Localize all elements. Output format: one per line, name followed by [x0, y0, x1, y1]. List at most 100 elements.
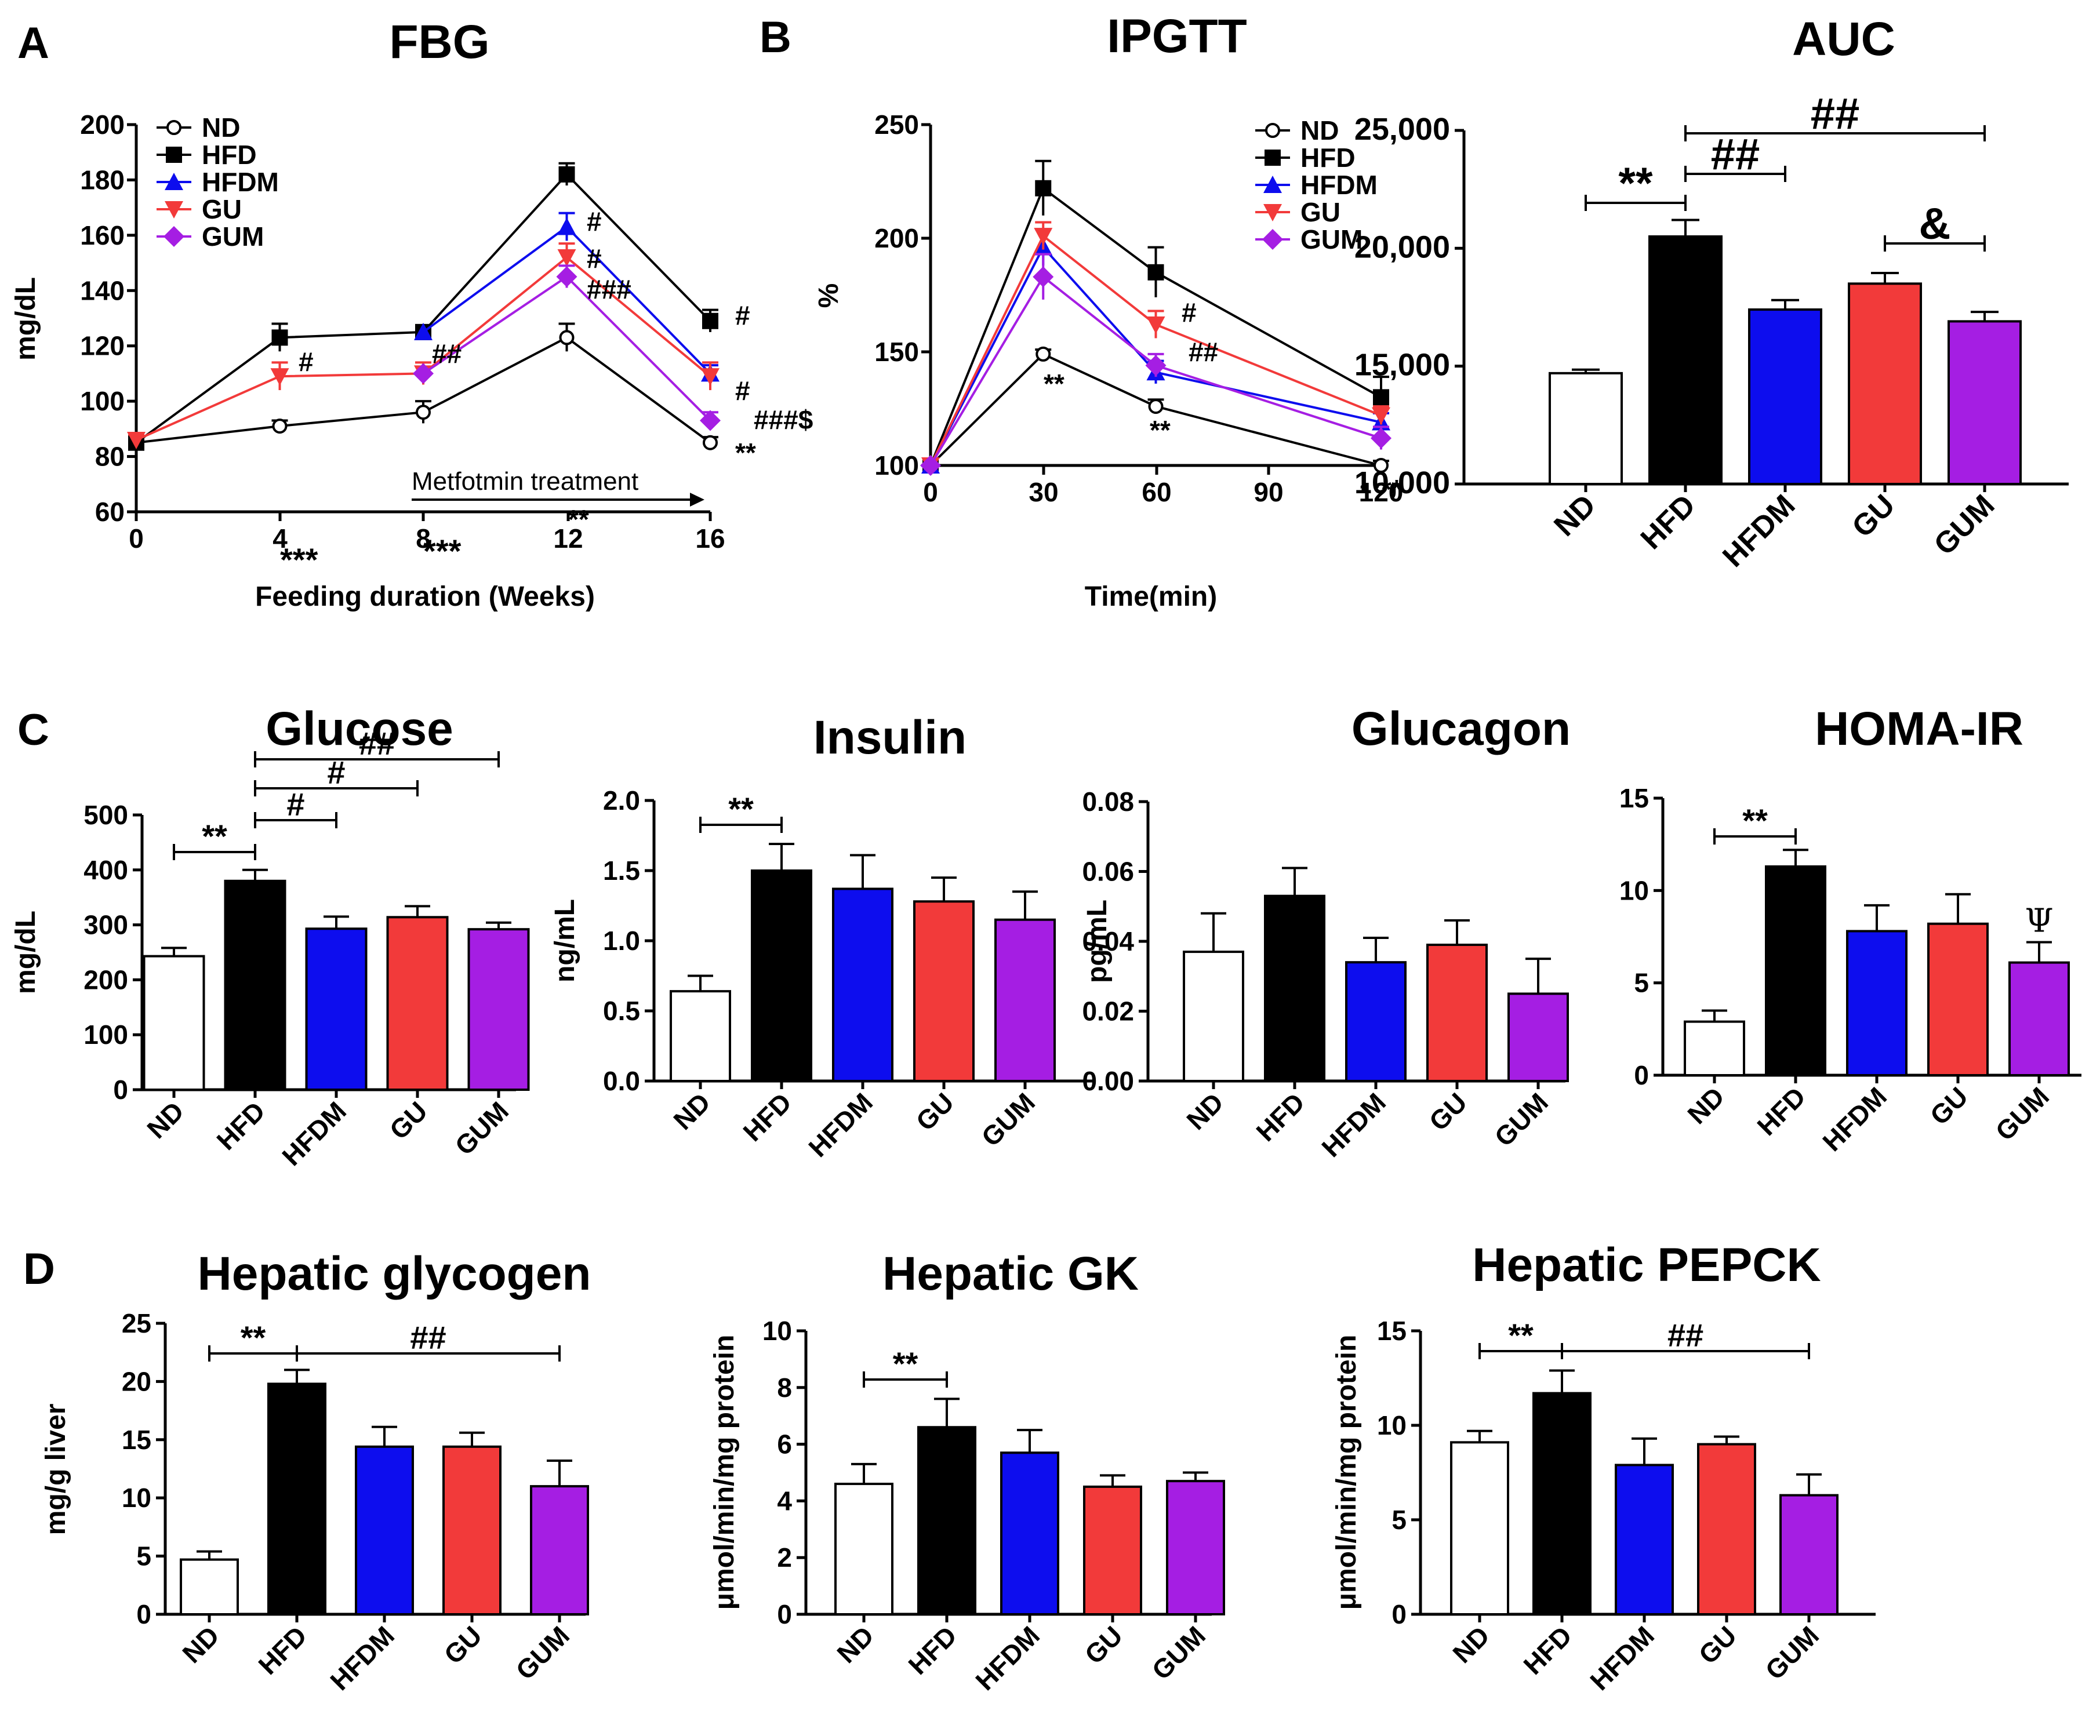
y-tick-label: 1.0: [603, 926, 640, 956]
legend-label: ND: [1300, 115, 1339, 145]
y-tick-label: 1.5: [603, 856, 640, 886]
significance-mark: ###: [587, 274, 631, 304]
marker-nd: [166, 120, 181, 135]
y-tick-label: 150: [874, 337, 919, 367]
bar-hfd: [267, 1382, 326, 1616]
significance-mark: ##: [1189, 337, 1218, 367]
chart-title: HOMA-IR: [1815, 703, 2023, 755]
marker-gum: [920, 455, 941, 476]
bar-nd: [143, 955, 205, 1091]
chart-auc: AUC 10,000 15,000 20,000 25,000 ND HFD HFDM GU GU…: [1354, 13, 2069, 574]
bar-hfdm: [1846, 930, 1908, 1076]
bar-nd: [834, 1483, 893, 1616]
significance-label: **: [202, 818, 227, 854]
chart-title: Glucose: [266, 703, 453, 755]
marker-nd: [1374, 458, 1389, 473]
y-tick-label: 160: [80, 220, 125, 250]
significance-label: ##: [1667, 1317, 1703, 1353]
x-tick-label: GU: [1423, 1087, 1473, 1137]
marker-gu: [1146, 316, 1165, 334]
y-tick-label: 15: [1619, 783, 1649, 813]
marker-nd: [272, 418, 288, 434]
bar-gu: [1083, 1485, 1142, 1615]
x-tick-label: 0: [923, 477, 938, 507]
bar-gum: [1166, 1480, 1225, 1615]
significance-label: &: [1919, 199, 1951, 249]
marker-nd: [1265, 123, 1280, 138]
bar-hfd: [224, 879, 286, 1091]
y-tick-label: 5: [1634, 968, 1649, 998]
x-tick-label: HFD: [737, 1087, 797, 1147]
bar-gum: [1948, 320, 2022, 486]
y-tick-label: 80: [95, 442, 125, 472]
chart-title: Hepatic PEPCK: [1472, 1239, 1821, 1291]
bar-hfd: [1532, 1392, 1592, 1616]
chart-insulin: Insulin ng/mL 0.0 0.5 1.0 1.5 2.0 ND HFD HFDM GU GU…: [550, 711, 1096, 1163]
y-tick-label: 15,000: [1354, 348, 1450, 383]
significance-label: ##: [410, 1319, 446, 1356]
marker-nd: [1148, 399, 1164, 414]
chart-title: IPGTT: [1107, 10, 1247, 63]
x-tick-label: HFDM: [1584, 1620, 1660, 1696]
x-tick-label: GU: [438, 1620, 488, 1670]
significance-mark: ###$: [754, 405, 813, 435]
significance-label: ##: [1811, 89, 1860, 139]
series-line-gu: [929, 234, 1382, 466]
legend-label: HFD: [202, 140, 257, 170]
significance-label: **: [893, 1345, 918, 1382]
significance-mark: ***: [280, 541, 318, 578]
significance-label: **: [1618, 159, 1653, 208]
significance-mark: #: [735, 300, 750, 330]
bar-hfdm: [1615, 1464, 1674, 1615]
marker-gu: [127, 431, 146, 449]
y-tick-label: 0.00: [1082, 1066, 1134, 1096]
x-tick-label: GUM: [1928, 488, 2001, 562]
marker-hfd: [702, 312, 718, 329]
series-line-hfd: [929, 186, 1382, 466]
x-tick-label: HFDM: [969, 1620, 1045, 1696]
y-tick-label: 20: [122, 1366, 151, 1396]
marker-gu: [270, 368, 289, 386]
significance-mark: #: [735, 376, 750, 406]
y-tick-label: 200: [874, 223, 919, 253]
y-axis-label: mg/dL: [10, 277, 41, 361]
x-tick-label: GUM: [1989, 1081, 2055, 1147]
marker-hfd: [271, 329, 288, 346]
y-tick-label: 4: [777, 1486, 792, 1516]
panel-label-a: A: [17, 19, 49, 68]
y-tick-label: 180: [80, 165, 125, 195]
marker-gum: [413, 363, 434, 384]
marker-gu: [557, 249, 576, 267]
bar-nd: [1549, 372, 1623, 485]
x-tick-label: HFDM: [802, 1087, 878, 1163]
bar-gu: [913, 900, 975, 1082]
significance-label: ##: [1711, 130, 1760, 179]
x-tick-label: ND: [141, 1096, 190, 1144]
bar-nd: [180, 1558, 239, 1616]
chart-title: FBG: [389, 16, 489, 68]
bar-hfd: [1765, 865, 1826, 1076]
marker-gu: [1263, 204, 1282, 221]
y-axis-label: mg/g liver: [41, 1404, 71, 1535]
bar-gu: [1927, 922, 1989, 1077]
y-tick-label: 500: [83, 800, 128, 830]
marker-gum: [700, 410, 721, 431]
significance-mark: **: [1150, 415, 1171, 445]
x-tick-label: ND: [176, 1620, 225, 1669]
bar-gum: [2008, 961, 2070, 1076]
y-tick-label: 0.08: [1082, 787, 1134, 817]
y-tick-label: 5: [1391, 1505, 1407, 1535]
significance-mark: **: [568, 504, 589, 534]
y-tick-label: 5: [136, 1541, 151, 1571]
legend-label: HFDM: [1300, 170, 1378, 200]
x-tick-label: HFD: [902, 1620, 962, 1680]
y-tick-label: 10,000: [1354, 465, 1450, 500]
y-tick-label: 0: [113, 1075, 128, 1105]
x-tick-label: GUM: [510, 1620, 575, 1686]
marker-hfd: [1373, 389, 1389, 406]
treatment-arrow-head: [690, 493, 704, 507]
x-tick-label: 16: [695, 523, 725, 554]
bar-gu: [386, 916, 449, 1091]
y-tick-label: 140: [80, 275, 125, 305]
